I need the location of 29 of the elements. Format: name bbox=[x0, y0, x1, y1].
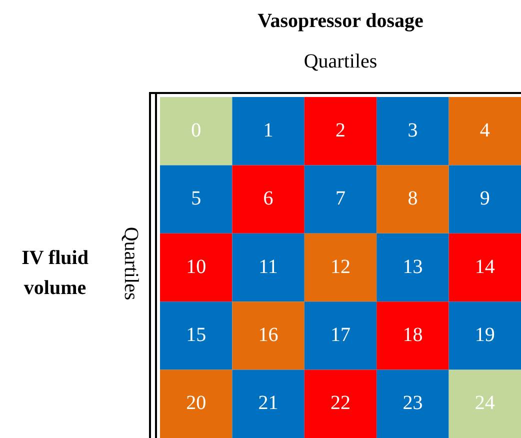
data-label: 20 bbox=[186, 392, 206, 414]
data-label: 11 bbox=[258, 256, 278, 278]
x-axis-title: Quartiles bbox=[304, 50, 378, 72]
data-label: 7 bbox=[336, 188, 346, 210]
data-label: 6 bbox=[263, 188, 274, 210]
text: IV fluid volume bbox=[22, 247, 88, 300]
data-label: 4 bbox=[480, 119, 490, 142]
data-label: 23 bbox=[402, 392, 423, 414]
data-label: 3 bbox=[408, 119, 418, 142]
data-label: 0 bbox=[191, 119, 202, 142]
chart-title: Vasopressor dosage bbox=[258, 10, 424, 32]
data-label: 1 bbox=[263, 119, 274, 142]
data-label: 10 bbox=[186, 256, 206, 278]
data-label: 17 bbox=[330, 324, 350, 346]
data-label: 21 bbox=[258, 392, 278, 414]
data-label: 2 bbox=[336, 119, 346, 142]
data-label: 13 bbox=[402, 256, 423, 278]
data-label: 9 bbox=[480, 188, 490, 210]
data-label: 8 bbox=[408, 188, 418, 210]
data-label: 15 bbox=[186, 324, 206, 346]
data-label: 19 bbox=[474, 324, 495, 346]
data-label: 22 bbox=[330, 392, 350, 414]
data-label: 16 bbox=[258, 324, 278, 346]
data-label: 12 bbox=[330, 256, 350, 278]
data-label: 18 bbox=[402, 324, 423, 346]
data-label: 5 bbox=[191, 188, 202, 210]
y-axis-title: Quartiles bbox=[120, 226, 142, 300]
data-label: 24 bbox=[474, 392, 495, 414]
data-label: 14 bbox=[474, 256, 495, 278]
